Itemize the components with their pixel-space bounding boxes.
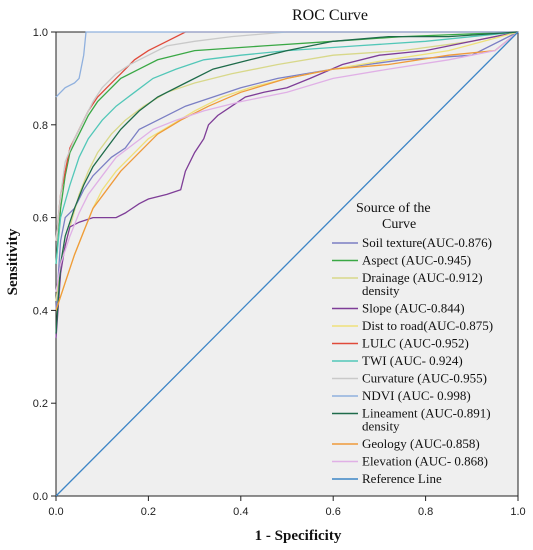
legend-title-line: Curve: [382, 217, 416, 232]
legend-label-0: Soil texture(AUC-0.876): [362, 235, 492, 250]
axis-layer: 0.0 0.2 0.4 0.6 0.8 1.0 0.0 0.2 0.4 0.6 0.8 1.0: [33, 27, 526, 518]
legend-label-12: Reference Line: [362, 471, 442, 486]
x-tick-label: 0.0: [48, 506, 63, 518]
y-tick-label: 0.2: [33, 398, 48, 410]
legend-label-5: LULC (AUC-0.952): [362, 336, 469, 351]
x-tick-label: 0.4: [233, 506, 248, 518]
series-line-12: [55, 31, 519, 497]
x-tick-label: 0.2: [141, 506, 156, 518]
series-layer: [55, 31, 519, 497]
x-tick-label: 0.6: [326, 506, 341, 518]
series-line-7: [55, 31, 518, 241]
legend-label-11: Elevation (AUC- 0.868): [362, 454, 488, 469]
y-axis-title: Sensitivity: [5, 228, 21, 295]
series-line-10: [55, 31, 519, 311]
legend-label-4: Dist to road(AUC-0.875): [362, 318, 493, 333]
chart-title: ROC Curve: [292, 7, 368, 24]
series-line-6: [55, 31, 519, 265]
y-tick-label: 0.0: [33, 491, 48, 503]
series-line-1: [55, 31, 519, 265]
x-tick-label: 0.8: [418, 506, 433, 518]
series-line-8: [55, 31, 518, 98]
y-tick-label: 0.6: [33, 213, 48, 225]
legend-label-7: Curvature (AUC-0.955): [362, 371, 487, 386]
y-tick-label: 0.8: [33, 120, 48, 132]
legend-label-6: TWI (AUC- 0.924): [362, 353, 463, 368]
legend-label-1: Aspect (AUC-0.945): [362, 253, 471, 268]
x-axis-title: 1 - Specificity: [255, 528, 342, 544]
series-line-9: [55, 31, 519, 334]
series-line-11: [55, 31, 519, 292]
y-tick-label: 0.4: [33, 305, 48, 317]
legend-label-2: Drainage (AUC-0.912): [362, 270, 483, 285]
legend-label-2: density: [362, 283, 400, 298]
legend-label-9: Lineament (AUC-0.891): [362, 406, 491, 421]
legend-label-10: Geology (AUC-0.858): [362, 436, 480, 451]
legend-title-line: Source of the: [356, 201, 431, 216]
x-tick-label: 1.0: [510, 506, 525, 518]
y-tick-label: 1.0: [33, 27, 48, 39]
legend-label-8: NDVI (AUC- 0.998): [362, 388, 471, 403]
legend-label-9: density: [362, 419, 400, 434]
legend-label-3: Slope (AUC-0.844): [362, 301, 465, 316]
series-line-5: [55, 31, 518, 241]
